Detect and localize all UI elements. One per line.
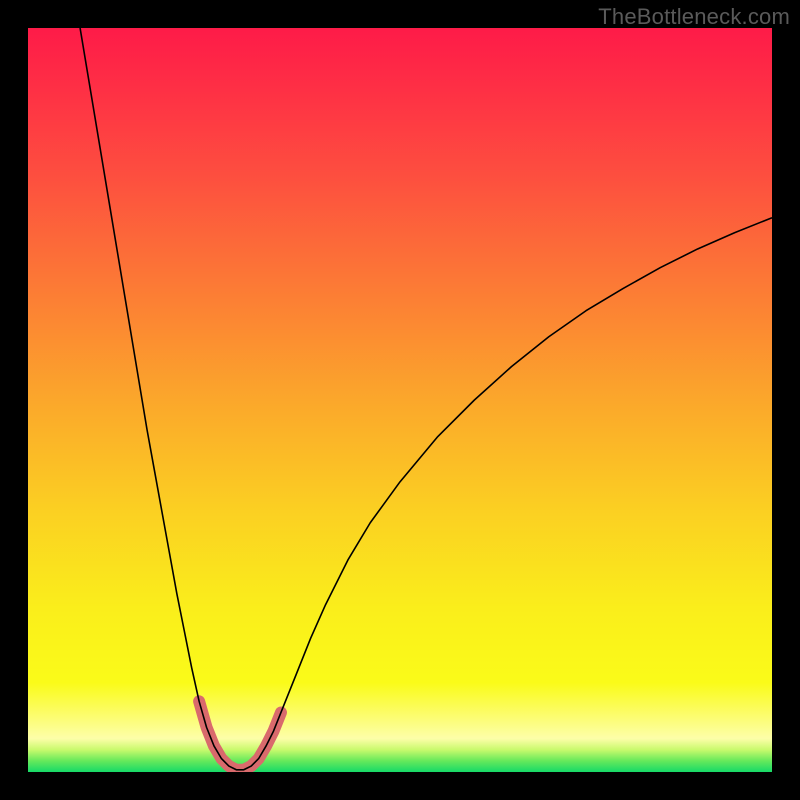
plot-area: [28, 28, 772, 772]
chart-svg: [28, 28, 772, 772]
chart-background: [28, 28, 772, 772]
canvas: TheBottleneck.com: [0, 0, 800, 800]
watermark-text: TheBottleneck.com: [598, 4, 790, 30]
